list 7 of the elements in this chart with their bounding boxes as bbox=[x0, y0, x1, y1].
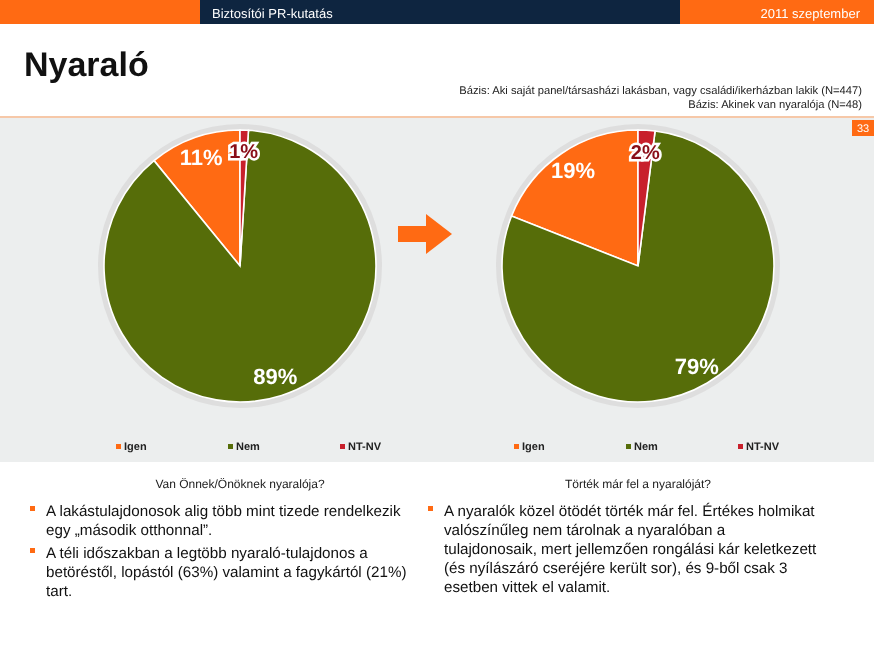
data-label: 19% bbox=[550, 160, 596, 185]
data-label: 11% bbox=[179, 147, 224, 172]
text: Nyaraló bbox=[24, 46, 149, 84]
data-label: 89% bbox=[253, 366, 298, 391]
data-label: 1% bbox=[229, 142, 259, 165]
data-label: 2% bbox=[630, 142, 660, 165]
data-label: 79% bbox=[674, 355, 720, 380]
